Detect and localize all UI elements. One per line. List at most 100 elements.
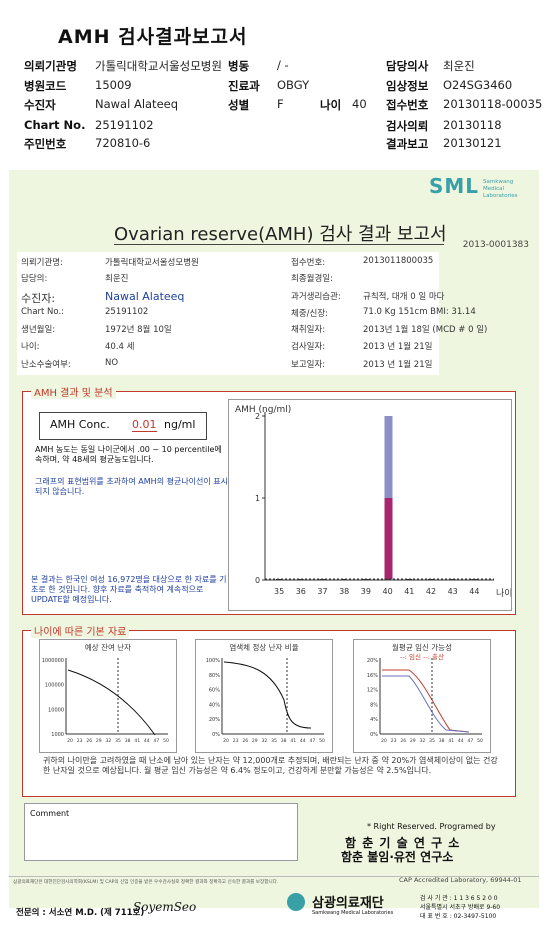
amh-conc-label: AMH Conc. [50,418,110,431]
y-tick-label: 1000 [51,732,64,738]
foundation-contact: 검 사 기 관 : 1 1 3 6 5 2 0 0 서울특별시 서초구 방배로 … [420,894,500,921]
info-label: 과거생리습관: [291,292,341,302]
chart-legend: --: 임신 --: 출산 [400,652,444,661]
x-tick-label: 36 [296,587,306,596]
header-value: 720810-6 [95,136,151,150]
info-value: 2013 년 1월 21일 [363,360,433,370]
x-tick-label: 41 [448,738,454,744]
data-point-bar [449,579,456,581]
header-key: 수진자 [24,98,56,112]
header-key: 결과보고 [386,137,429,151]
x-tick-label: 35 [429,738,435,744]
info-value: 최운진 [105,274,129,284]
header-value: 가톨릭대학교서울성모병원 [95,59,222,73]
header-value: 40 [352,97,367,111]
foundation-logo-icon [287,893,305,911]
report-header-title: AMH 검사결과보고서 [58,26,248,48]
comment-label: Comment [30,809,70,818]
chart-title: 염색체 정상 난자 비율 [229,642,298,652]
y-tick-label: 4% [370,717,378,723]
x-tick-label: 29 [410,738,416,744]
summary-text: 귀하의 나이만을 고려하였을 때 난소에 남아 있는 난자는 약 12,000개… [43,756,498,775]
info-label: 생년월일: [21,325,56,335]
contact-line-2: 서울특별시 서초구 방배로 9-60 [420,904,501,911]
info-value: 가톨릭대학교서울성모병원 [105,258,199,268]
x-tick-label: 50 [163,738,169,744]
header-key: 주민번호 [24,137,67,151]
comment-box: Comment [24,803,298,861]
y-tick-label: 80% [209,673,220,679]
header-key: Chart No. [24,118,86,132]
info-label: 최종월경일: [291,274,333,284]
contact-line-1: 검 사 기 관 : 1 1 3 6 5 2 0 0 [420,895,498,902]
info-label: 체중/신장: [291,309,329,319]
x-tick-label: 50 [477,738,483,744]
x-tick-label: 44 [458,738,464,744]
x-tick-label: 38 [439,738,445,744]
footer-divider [9,876,539,877]
x-tick-label: 38 [339,587,349,596]
info-label: 난소수술여부: [21,360,71,370]
x-tick-label: 35 [115,738,121,744]
header-value: 20130118 [443,118,502,132]
header-key: 성별 [228,98,250,112]
y-tick-label: 1 [255,494,260,503]
info-label: 검사일자: [291,342,326,352]
patient-info-box: 의뢰기관명: 가톨릭대학교서울성모병원 담당의: 최운진 수진자: Nawal Alate… [17,252,487,375]
data-point-bar [427,579,434,581]
foundation-sub: Samkwang Medical Laboratories [312,910,394,916]
y-tick-label: 100000 [45,683,64,689]
x-tick-label: 41 [134,738,140,744]
x-tick-label: 38 [281,738,287,744]
x-tick-label: 26 [400,738,406,744]
sml-logo-sub: Samkwang Medical Laboratories [483,179,518,199]
amh-conc-unit: ng/ml [164,418,196,431]
info-value: 2013년 1월 18일 (MCD # 0 일) [363,325,488,335]
y-tick-label: 40% [209,702,220,708]
amh-result-section: AMH Conc. 0.01 ng/ml AMH 농도는 동일 나이군에서 .0… [22,391,516,615]
chromosome-chart: 염색체 정상 난자 비율 100% 80% 60% 40% 20% 0% 20 23 26 29 32… [195,639,333,753]
x-tick-label: 29 [252,738,258,744]
specialist-name: 전문의 : 서소연 M.D. (제 711호) [16,908,145,918]
header-value: 15009 [95,78,132,92]
x-tick-label: 35 [274,587,284,596]
series-line-2 [382,675,470,733]
x-tick-label: 44 [144,738,150,744]
x-tick-label: 32 [106,738,112,744]
info-value: 25191102 [105,307,149,317]
amh-section-title: AMH 결과 및 분석 [31,384,116,399]
amh-conc-value: 0.01 [132,418,157,432]
info-label: 접수번호: [291,258,326,268]
series-line [67,669,156,736]
x-tick-label: 23 [77,738,83,744]
y-tick-label: 16% [367,673,378,679]
x-tick-label: 37 [317,587,327,596]
x-tick-label: 50 [319,738,325,744]
header-value: F [277,97,284,111]
data-point-bar [406,579,413,581]
x-tick-label: 40 [383,587,393,596]
header-key: 의뢰기관명 [24,59,77,73]
x-tick-label: 44 [469,587,479,596]
cap-accreditation: CAP Accredited Laboratory, 69944-01 [399,876,522,884]
header-key: 진료과 [228,79,260,93]
data-point-bar [276,579,282,581]
report-title: Ovarian reserve(AMH) 검사 결과 보고서 [114,224,447,245]
foundation-name: 삼광의료재단 [312,896,384,911]
x-tick-label: 44 [300,738,306,744]
reference-bar-upper [384,416,393,498]
info-label: 나이: [21,342,40,352]
chart-title: AMH (ng/ml) [235,405,291,415]
chart-title: 월평균 임신 가능성 [392,642,452,652]
data-point-bar [341,579,348,581]
pregnancy-chart: 월평균 임신 가능성 --: 임신 --: 출산 20% 16% 12% 8% 4% 0% 20… [353,639,491,753]
y-tick-label: 0% [370,732,378,738]
header-key: 검사의뢰 [386,119,429,133]
contact-line-3: 대 표 번 호 : 02-3497-5100 [420,913,497,920]
header-key: 병원코드 [24,79,67,93]
series-line [382,669,470,733]
sml-logo: SML [428,174,479,198]
info-label: 의뢰기관명: [21,258,63,268]
x-tick-label: 41 [290,738,296,744]
y-tick-label: 8% [370,702,378,708]
